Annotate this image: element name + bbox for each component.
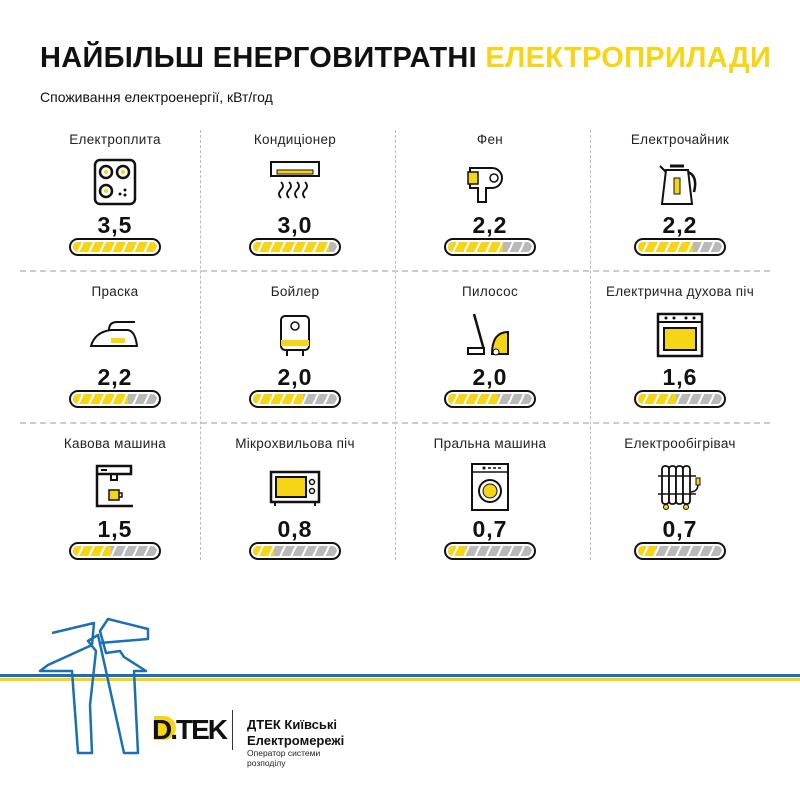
dtek-logo: D.TEK bbox=[152, 713, 230, 751]
flag-stripe-blue bbox=[0, 674, 800, 677]
consumption-bar-fill bbox=[73, 394, 128, 404]
consumption-value: 2,2 bbox=[97, 364, 133, 390]
consumption-bar-fill bbox=[73, 242, 157, 252]
divider bbox=[200, 130, 201, 560]
appliance-card: Кондиціонер 3,0 bbox=[200, 120, 390, 272]
consumption-value: 3,5 bbox=[97, 212, 133, 238]
consumption-bar-fill bbox=[448, 546, 467, 556]
consumption-value: 2,2 bbox=[662, 212, 698, 238]
consumption-bar bbox=[634, 390, 726, 408]
consumption-bar bbox=[634, 542, 726, 560]
appliance-label: Пилосос bbox=[461, 284, 519, 299]
oven-icon bbox=[656, 312, 704, 358]
appliance-card: Електрична духова піч 1,6 bbox=[585, 272, 775, 424]
appliance-label: Фен bbox=[476, 132, 504, 147]
consumption-value: 3,0 bbox=[277, 212, 313, 238]
subtitle: Споживання електроенергії, кВт/год bbox=[40, 89, 273, 105]
consumption-bar-fill bbox=[638, 546, 657, 556]
consumption-value: 2,0 bbox=[277, 364, 313, 390]
appliance-card: Електрообігрівач 0,7 bbox=[585, 424, 775, 576]
appliance-card: Кавова машина 1,5 bbox=[20, 424, 210, 576]
iron-icon bbox=[89, 321, 139, 347]
microwave-icon bbox=[269, 470, 321, 506]
appliance-card: Бойлер 2,0 bbox=[200, 272, 390, 424]
appliance-label: Електрочайник bbox=[630, 132, 730, 147]
brand-name: ДТЕК Київські Електромережі bbox=[247, 717, 345, 748]
appliance-label: Електрообігрівач bbox=[624, 436, 736, 451]
divider bbox=[20, 422, 770, 424]
coffee-machine-icon bbox=[95, 464, 133, 508]
appliance-label: Електрична духова піч bbox=[605, 284, 755, 299]
consumption-bar-fill bbox=[448, 242, 503, 252]
consumption-value: 1,5 bbox=[97, 516, 133, 542]
hair-dryer-icon bbox=[467, 167, 503, 203]
consumption-bar-fill bbox=[638, 394, 676, 404]
svg-text:D.TEK: D.TEK bbox=[152, 714, 228, 743]
kettle-icon bbox=[659, 164, 697, 205]
consumption-bar bbox=[444, 238, 536, 256]
consumption-bar bbox=[249, 390, 341, 408]
consumption-bar bbox=[69, 542, 161, 560]
appliance-card: Електроплита 3,5 bbox=[20, 120, 210, 272]
appliance-label: Бойлер bbox=[270, 284, 320, 299]
appliance-card: Фен 2,2 bbox=[395, 120, 585, 272]
divider bbox=[20, 270, 770, 272]
air-conditioner-icon bbox=[270, 161, 320, 199]
consumption-bar-fill bbox=[253, 394, 304, 404]
consumption-bar-fill bbox=[73, 546, 111, 556]
divider bbox=[395, 130, 396, 560]
consumption-bar-fill bbox=[448, 394, 499, 404]
appliance-card: Пилосос 2,0 bbox=[395, 272, 585, 424]
appliance-card: Праска 2,2 bbox=[20, 272, 210, 424]
appliance-label: Кондиціонер bbox=[253, 132, 337, 147]
appliance-label: Кавова машина bbox=[63, 436, 167, 451]
consumption-bar-fill bbox=[638, 242, 693, 252]
appliance-card: Мікрохвильова піч 0,8 bbox=[200, 424, 390, 576]
consumption-value: 0,7 bbox=[472, 516, 508, 542]
appliance-grid: Електроплита 3,5 Кондиціонер 3,0 Фен 2,2… bbox=[20, 120, 790, 580]
flag-stripe-yellow bbox=[0, 678, 800, 681]
consumption-value: 2,0 bbox=[472, 364, 508, 390]
stove-icon bbox=[93, 158, 137, 206]
appliance-label: Мікрохвильова піч bbox=[235, 436, 355, 451]
consumption-bar bbox=[634, 238, 726, 256]
appliance-card: Пральна машина 0,7 bbox=[395, 424, 585, 576]
heater-icon bbox=[658, 465, 701, 510]
consumption-bar-fill bbox=[253, 242, 329, 252]
appliance-label: Праска bbox=[91, 284, 139, 299]
consumption-bar bbox=[444, 390, 536, 408]
appliance-label: Пральна машина bbox=[433, 436, 547, 451]
brand-tagline: Оператор системи розподілу bbox=[247, 748, 321, 768]
divider bbox=[232, 710, 233, 750]
boiler-icon bbox=[280, 315, 310, 356]
divider bbox=[590, 130, 591, 560]
consumption-bar bbox=[249, 238, 341, 256]
consumption-bar bbox=[249, 542, 341, 560]
consumption-bar-fill bbox=[253, 546, 274, 556]
consumption-bar bbox=[69, 238, 161, 256]
appliance-card: Електрочайник 2,2 bbox=[585, 120, 775, 272]
washing-machine-icon bbox=[471, 463, 509, 511]
appliance-label: Електроплита bbox=[69, 132, 161, 147]
consumption-value: 2,2 bbox=[472, 212, 508, 238]
consumption-bar bbox=[444, 542, 536, 560]
vacuum-icon bbox=[467, 313, 509, 356]
consumption-value: 1,6 bbox=[662, 364, 698, 390]
page-title: НАЙБІЛЬШ ЕНЕРГОВИТРАТНІ ЕЛЕКТРОПРИЛАДИ bbox=[40, 42, 772, 74]
consumption-value: 0,8 bbox=[277, 516, 313, 542]
consumption-bar bbox=[69, 390, 161, 408]
consumption-value: 0,7 bbox=[662, 516, 698, 542]
power-tower-icon bbox=[38, 617, 150, 755]
